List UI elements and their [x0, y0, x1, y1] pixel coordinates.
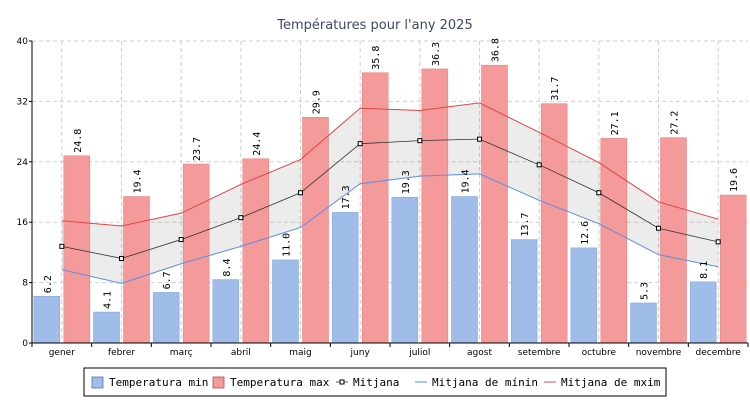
data-label-min: 4.1 — [103, 291, 114, 309]
x-tick-label: febrer — [108, 348, 135, 358]
y-tick-label: 40 — [17, 37, 29, 47]
bar-temperatura-min — [630, 302, 657, 344]
line-mitjana-de-minin — [61, 173, 719, 284]
x-tick-label: maig — [289, 348, 312, 358]
data-label-min: 17.3 — [341, 185, 352, 209]
bar-temperatura-min — [93, 311, 120, 344]
bars — [33, 64, 747, 344]
bar-temperatura-min — [152, 292, 180, 344]
data-label-max: 24.4 — [252, 132, 263, 156]
data-label-min: 6.2 — [43, 275, 54, 293]
bar-temperatura-max — [719, 194, 747, 344]
marker-mitjana — [417, 138, 423, 144]
data-label-max: 23.7 — [192, 137, 203, 161]
data-label-min: 8.1 — [699, 261, 710, 279]
bar-temperatura-min — [510, 239, 538, 344]
line-mitjana-de-maxim — [61, 102, 719, 227]
bar-temperatura-min — [33, 295, 61, 344]
marker-mitjana — [298, 190, 303, 196]
bar-temperatura-max — [182, 163, 210, 344]
marker-mitjana — [357, 141, 363, 147]
x-tick-label: agost — [467, 348, 492, 358]
legend-label: Mitjana — [353, 376, 399, 389]
data-label-max: 36.3 — [431, 42, 442, 66]
data-label-max: 24.8 — [73, 129, 84, 153]
legend-label: Temperatura max — [230, 376, 330, 389]
legend-box — [83, 367, 667, 397]
y-tick-label: 24 — [17, 158, 29, 168]
data-label-min: 11.0 — [282, 233, 293, 257]
x-tick-label: març — [170, 348, 193, 358]
bar-temperatura-max — [481, 64, 508, 344]
marker-mitjana — [119, 255, 124, 261]
bar-temperatura-max — [361, 72, 389, 344]
x-tick-label: decembre — [696, 348, 742, 358]
axes: 0 8 16 24 32 40 gener febrer març abril maig juny ju… — [17, 37, 749, 358]
bar-temperatura-max — [123, 196, 150, 344]
data-label-min: 8.4 — [222, 259, 233, 277]
bar-temperatura-max — [421, 68, 449, 344]
bar-temperatura-max — [302, 117, 329, 344]
y-tick-label: 16 — [17, 218, 29, 228]
bar-temperatura-max — [660, 137, 687, 344]
marker-mitjana — [477, 136, 482, 142]
data-label-min: 19.3 — [401, 170, 412, 194]
data-label-max: 35.8 — [371, 46, 382, 70]
legend-swatch — [212, 376, 225, 389]
data-label-max: 27.2 — [670, 111, 681, 135]
data-label-max: 27.1 — [610, 111, 621, 135]
legend: Temperatura min Temperatura max Mitjana Mit… — [83, 367, 667, 397]
data-label-max: 36.8 — [491, 38, 502, 62]
y-tick-label: 0 — [22, 339, 28, 349]
marker-mitjana — [238, 215, 244, 221]
bar-temperatura-max — [242, 158, 270, 344]
legend-label: Mitjana de mxim — [561, 376, 661, 389]
y-tick-label: 32 — [17, 97, 28, 107]
data-label-max: 31.7 — [550, 77, 561, 101]
data-label-min: 6.7 — [162, 271, 173, 289]
marker-mitjana — [596, 190, 602, 196]
bar-temperatura-min — [212, 279, 240, 344]
data-label-min: 19.4 — [461, 169, 472, 193]
data-label-min: 13.7 — [520, 212, 531, 236]
bar-temperatura-min — [272, 259, 299, 344]
series-lines — [59, 102, 721, 284]
data-label-max: 19.6 — [729, 168, 740, 192]
bar-temperatura-max — [540, 103, 568, 344]
x-tick-label: abril — [231, 348, 251, 358]
data-label-min: 12.6 — [580, 221, 591, 245]
bar-temperatura-min — [570, 247, 598, 344]
chart-title: Températures pour l'any 2025 — [276, 18, 472, 33]
bar-temperatura-min — [689, 281, 717, 344]
legend-swatch — [91, 376, 104, 389]
data-labels: 6.2 24.8 4.1 19.4 6.7 23.7 8.4 24.4 11.0 29.9 17.3… — [43, 38, 740, 309]
x-tick-label: setembre — [518, 348, 561, 358]
x-tick-label: juliol — [408, 348, 430, 358]
marker-mitjana — [715, 239, 721, 245]
x-tick-label: novembre — [636, 348, 682, 358]
marker-mitjana — [178, 237, 184, 243]
legend-label: Temperatura min — [109, 376, 208, 389]
marker-mitjana — [59, 243, 65, 249]
x-tick-label: octubre — [582, 348, 617, 358]
line-mitjana — [61, 138, 719, 259]
data-label-max: 19.4 — [133, 169, 144, 193]
y-tick-label: 8 — [22, 279, 28, 289]
bar-temperatura-min — [391, 197, 419, 344]
bar-temperatura-min — [331, 212, 359, 344]
marker-mitjana — [656, 225, 661, 231]
data-label-min: 5.3 — [640, 282, 651, 300]
bar-temperatura-max — [600, 138, 628, 344]
bar-temperatura-min — [451, 196, 478, 344]
x-tick-label: gener — [49, 348, 75, 358]
legend-marker — [339, 379, 345, 385]
legend-label: Mitjana de mínin — [432, 376, 538, 389]
data-label-max: 29.9 — [312, 90, 323, 114]
x-tick-label: juny — [350, 348, 371, 358]
marker-mitjana — [536, 162, 542, 168]
